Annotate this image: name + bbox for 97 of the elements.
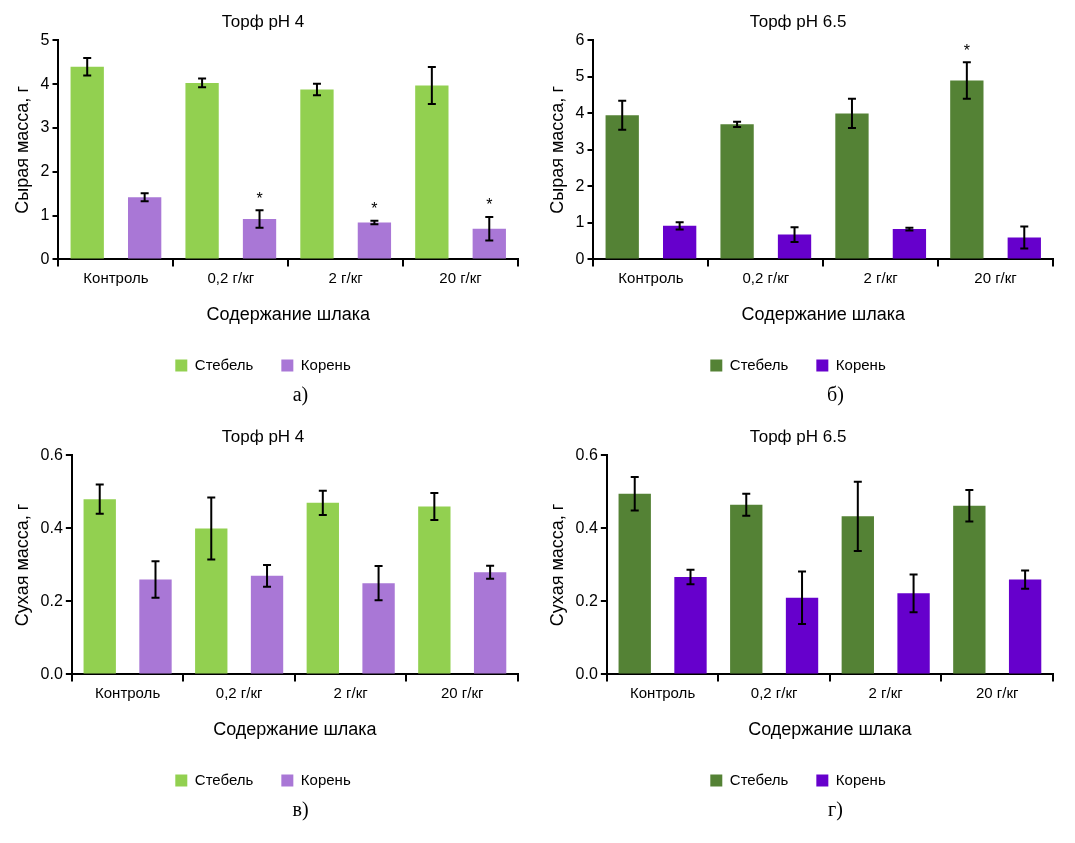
- bar: [835, 113, 869, 259]
- bar: [357, 222, 392, 259]
- x-tick-label: 2 г/кг: [863, 268, 899, 286]
- x-tick-label: 2 г/кг: [333, 683, 369, 701]
- legend-label: Корень: [300, 355, 351, 373]
- x-tick-label: 0,2 г/кг: [742, 268, 790, 286]
- x-tick-label: 2 г/кг: [868, 683, 904, 701]
- bar: [185, 82, 219, 259]
- bar: [128, 197, 162, 259]
- bar: [785, 597, 819, 674]
- y-tick-label: 2: [40, 162, 50, 180]
- chart-title: Торф pH 4: [221, 426, 305, 446]
- x-tick-label: 20 г/кг: [440, 683, 485, 701]
- legend-label: Корень: [835, 770, 886, 788]
- text: б): [826, 383, 845, 406]
- y-tick-label: 5: [40, 30, 50, 48]
- chart-title: Торф pH 4: [221, 11, 305, 31]
- legend-label: Корень: [835, 355, 886, 373]
- bar: [306, 502, 339, 674]
- legend-label: Стебель: [729, 770, 789, 788]
- y-axis-title: Сухая масса, г: [546, 503, 567, 627]
- legend-label: Корень: [300, 770, 351, 788]
- x-axis-title: Содержание шлака: [748, 719, 913, 740]
- x-tick-label: 20 г/кг: [974, 268, 1018, 286]
- bar: [70, 66, 104, 259]
- bar: [300, 89, 334, 259]
- y-tick-label: 5: [575, 67, 585, 85]
- data-label: *: [963, 41, 970, 59]
- x-tick-label: 0,2 г/кг: [207, 268, 255, 286]
- bar: [953, 505, 986, 674]
- bar: [418, 506, 451, 674]
- y-tick-label: 4: [575, 103, 585, 121]
- x-tick-label: Контроль: [618, 268, 684, 286]
- bar: [472, 228, 506, 259]
- bar: [777, 234, 812, 259]
- y-axis-title: Сырая масса, г: [11, 85, 32, 214]
- bar: [674, 576, 707, 674]
- text: а): [291, 383, 310, 406]
- y-tick-label: 3: [575, 140, 585, 158]
- y-tick-label: 3: [40, 118, 50, 136]
- y-tick-label: 0: [575, 249, 585, 267]
- y-tick-label: 0.6: [575, 445, 598, 463]
- y-tick-label: 1: [575, 213, 585, 231]
- x-tick-label: 20 г/кг: [439, 268, 483, 286]
- legend-label: Стебель: [194, 355, 254, 373]
- y-tick-label: 0: [40, 249, 50, 267]
- bar: [242, 219, 277, 259]
- bar: [1008, 579, 1042, 674]
- bar: [83, 499, 116, 674]
- y-tick-label: 0.4: [575, 518, 598, 536]
- x-axis-title: Содержание шлака: [206, 304, 371, 325]
- x-axis-title: Содержание шлака: [741, 304, 906, 325]
- y-tick-label: 0.2: [575, 591, 598, 609]
- bar: [605, 115, 639, 259]
- y-axis-title: Сухая масса, г: [11, 503, 32, 627]
- bar: [1007, 237, 1041, 259]
- bar: [720, 124, 754, 259]
- x-tick-label: Контроль: [83, 268, 149, 286]
- bar: [663, 225, 697, 259]
- y-tick-label: 0.4: [40, 518, 63, 536]
- y-tick-label: 0.2: [40, 591, 63, 609]
- bar: [195, 528, 228, 674]
- chart-title: Торф pH 6.5: [749, 11, 847, 31]
- y-tick-label: 0.6: [40, 445, 63, 463]
- bar: [892, 229, 927, 259]
- bar: [618, 493, 651, 674]
- x-tick-label: 2 г/кг: [328, 268, 364, 286]
- y-tick-label: 6: [575, 30, 585, 48]
- bar: [139, 579, 172, 674]
- y-tick-label: 1: [40, 206, 50, 224]
- data-label: *: [486, 196, 493, 214]
- x-tick-label: Контроль: [95, 683, 161, 701]
- data-label: *: [371, 200, 378, 218]
- bar: [362, 583, 395, 674]
- y-tick-label: 0.0: [40, 664, 63, 682]
- bar: [415, 85, 449, 259]
- y-axis-title: Сырая масса, г: [546, 85, 567, 214]
- data-label: *: [256, 189, 263, 207]
- bar: [950, 80, 984, 259]
- bar: [730, 504, 763, 674]
- y-tick-label: 2: [575, 176, 585, 194]
- legend-label: Стебель: [729, 355, 789, 373]
- x-tick-label: 0,2 г/кг: [750, 683, 799, 701]
- text: г): [827, 798, 844, 821]
- x-tick-label: 20 г/кг: [975, 683, 1020, 701]
- chart-title: Торф pH 6.5: [749, 426, 847, 446]
- x-axis-title: Содержание шлака: [213, 719, 378, 740]
- y-tick-label: 4: [40, 74, 50, 92]
- x-tick-label: Контроль: [630, 683, 696, 701]
- bar: [473, 572, 507, 674]
- x-tick-label: 0,2 г/кг: [215, 683, 264, 701]
- bar: [841, 516, 874, 674]
- text: в): [291, 798, 310, 821]
- legend-label: Стебель: [194, 770, 254, 788]
- y-tick-label: 0.0: [575, 664, 598, 682]
- bar: [250, 575, 284, 674]
- bar: [897, 593, 930, 674]
